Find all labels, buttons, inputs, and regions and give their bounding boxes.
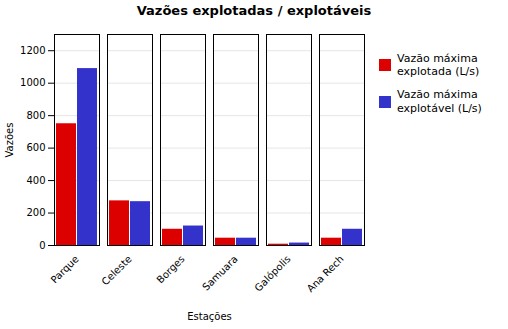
svg-text:Celeste: Celeste	[99, 253, 133, 287]
svg-text:Samuara: Samuara	[200, 253, 240, 293]
svg-text:Galópolis: Galópolis	[252, 253, 292, 293]
svg-text:Borges: Borges	[154, 253, 186, 285]
svg-text:400: 400	[26, 175, 45, 186]
svg-text:0: 0	[39, 240, 45, 251]
html-text:Vazão máxima explotável (L/s): Vazão máxima explotável (L/s)	[397, 88, 482, 115]
svg-text:Estações: Estações	[187, 311, 232, 322]
html-text:Vazões explotadas / explotávei: Vazões explotadas / explotáveis	[136, 3, 372, 18]
svg-text:Parque: Parque	[49, 253, 81, 285]
svg-text:Ana Rech: Ana Rech	[305, 253, 346, 294]
html-text:Vazão máxima explotada (L/s): Vazão máxima explotada (L/s)	[397, 52, 480, 79]
svg-text:1200: 1200	[20, 45, 45, 56]
svg-text:200: 200	[26, 207, 45, 218]
svg-text:Vazões: Vazões	[4, 123, 15, 158]
svg-text:600: 600	[26, 142, 45, 153]
svg-text:1000: 1000	[20, 77, 45, 88]
svg-text:800: 800	[26, 110, 45, 121]
